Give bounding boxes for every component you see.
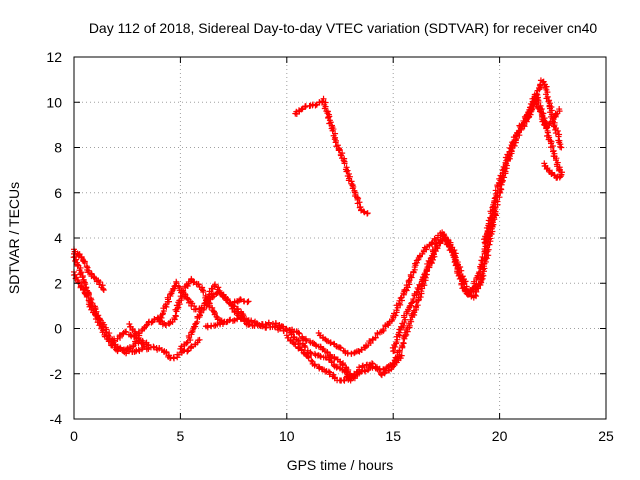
- y-tick-label: 8: [54, 140, 62, 156]
- x-tick-label: 0: [70, 428, 78, 444]
- data-point: [245, 298, 251, 304]
- series-t18: [292, 96, 370, 217]
- x-tick-label: 10: [279, 428, 295, 444]
- y-tick-label: 2: [54, 275, 62, 291]
- y-tick-label: 6: [54, 185, 62, 201]
- chart-title: Day 112 of 2018, Sidereal Day-to-day VTE…: [89, 20, 598, 36]
- data-point: [184, 348, 190, 354]
- x-tick-label: 25: [598, 428, 614, 444]
- sdtvar-chart: Day 112 of 2018, Sidereal Day-to-day VTE…: [0, 0, 640, 480]
- series-t12: [348, 210, 499, 381]
- x-axis-title: GPS time / hours: [287, 457, 394, 473]
- x-tick-label: 15: [385, 428, 401, 444]
- data-point: [244, 299, 250, 305]
- series-t14: [465, 77, 565, 297]
- y-tick-label: 4: [54, 230, 62, 246]
- data-point: [126, 321, 132, 327]
- x-tick-label: 5: [177, 428, 185, 444]
- y-tick-label: -2: [50, 366, 63, 382]
- data-points: [71, 77, 565, 383]
- y-tick-label: 12: [46, 49, 62, 65]
- data-point: [337, 344, 343, 350]
- data-point: [551, 148, 557, 154]
- y-tick-label: 10: [46, 94, 62, 110]
- series-t8: [203, 315, 358, 382]
- y-tick-label: 0: [54, 321, 62, 337]
- x-tick-label: 20: [492, 428, 508, 444]
- y-tick-label: -4: [50, 411, 63, 427]
- y-axis-title: SDTVAR / TECUs: [6, 182, 22, 294]
